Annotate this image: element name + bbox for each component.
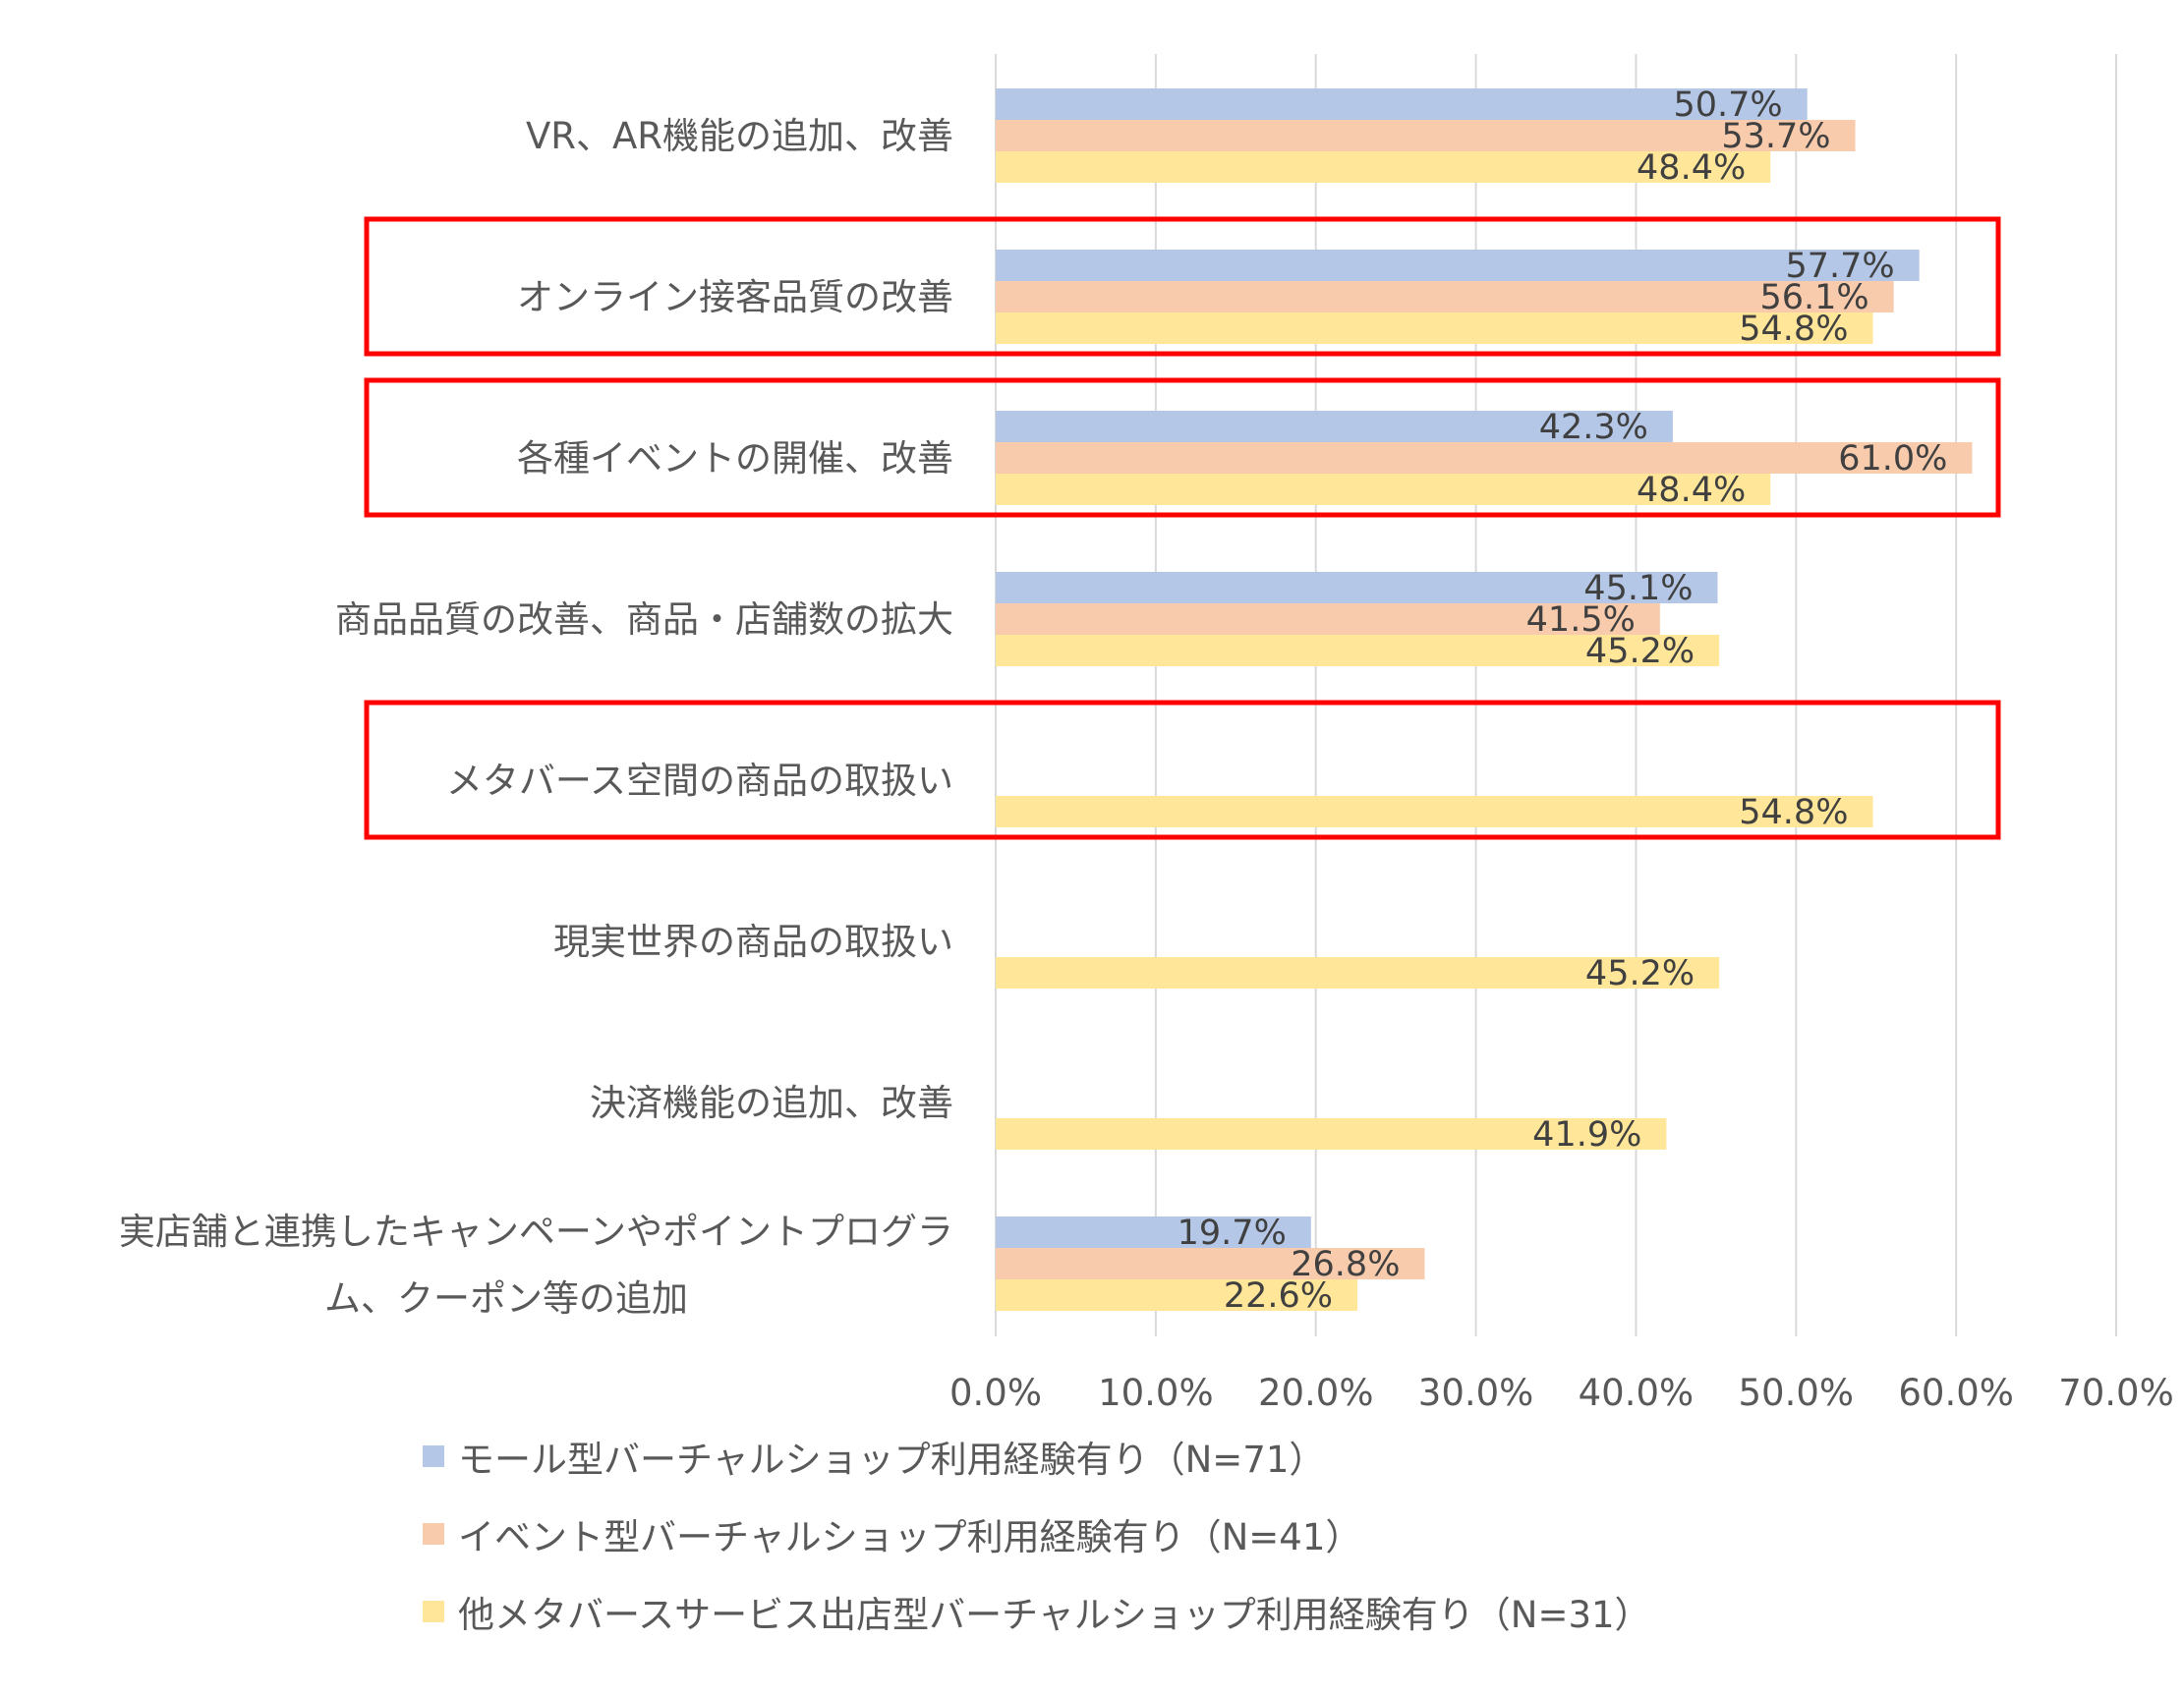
category-label: 各種イベントの開催、改善 [517, 437, 953, 480]
legend-item: イベント型バーチャルショップ利用経験有り（N=41） [423, 1512, 1651, 1558]
bar [996, 796, 1873, 827]
data-label: 53.7% [1721, 117, 1830, 156]
highlight-box [364, 377, 2001, 518]
x-tick-label: 50.0% [1739, 1372, 1855, 1414]
bar [996, 572, 1718, 603]
bar [996, 603, 1660, 635]
bar [996, 88, 1808, 120]
category-label: 現実世界の商品の取扱い [553, 921, 953, 963]
legend-label: 他メタバースサービス出店型バーチャルショップ利用経験有り（N=31） [458, 1594, 1651, 1636]
legend-swatch [423, 1523, 444, 1545]
data-label: 41.5% [1526, 600, 1636, 640]
bar [996, 151, 1771, 183]
category-label: 決済機能の追加、改善 [590, 1082, 953, 1124]
x-tick-label: 60.0% [1898, 1372, 2014, 1414]
bar [996, 957, 1720, 989]
bar [996, 411, 1673, 442]
data-label: 41.9% [1532, 1115, 1641, 1155]
legend-label: モール型バーチャルショップ利用経験有り（N=71） [458, 1439, 1326, 1481]
category-label: オンライン接客品質の改善 [517, 276, 953, 318]
legend-item: 他メタバースサービス出店型バーチャルショップ利用経験有り（N=31） [423, 1590, 1651, 1636]
bar [996, 1118, 1667, 1150]
data-label: 56.1% [1759, 278, 1868, 317]
category-label: VR、AR機能の追加、改善 [526, 115, 953, 157]
bar [996, 442, 1973, 474]
legend-swatch [423, 1445, 444, 1467]
bar [996, 250, 1920, 281]
bar [996, 1216, 1311, 1248]
data-label: 48.4% [1637, 148, 1746, 188]
data-label: 19.7% [1178, 1214, 1287, 1253]
x-tick-label: 0.0% [949, 1372, 1042, 1414]
data-label: 50.7% [1673, 85, 1782, 125]
bar [996, 120, 1856, 151]
data-label: 61.0% [1838, 439, 1947, 479]
data-label: 26.8% [1291, 1245, 1400, 1284]
legend-item: モール型バーチャルショップ利用経験有り（N=71） [423, 1435, 1651, 1481]
bar [996, 635, 1720, 666]
x-tick-label: 70.0% [2058, 1372, 2174, 1414]
data-label: 42.3% [1539, 408, 1648, 447]
data-label: 54.8% [1739, 310, 1848, 349]
bar [996, 281, 1894, 312]
chart-legend: モール型バーチャルショップ利用経験有り（N=71） イベント型バーチャルショップ利… [423, 1435, 1651, 1668]
data-label: 45.2% [1585, 632, 1695, 671]
x-tick-label: 10.0% [1098, 1372, 1214, 1414]
data-label: 57.7% [1785, 247, 1894, 286]
legend-swatch [423, 1601, 444, 1622]
x-tick-label: 20.0% [1258, 1372, 1374, 1414]
highlight-box [364, 700, 2001, 840]
category-label: ム、クーポン等の追加 [324, 1277, 688, 1320]
data-label: 54.8% [1739, 793, 1848, 832]
category-label: 商品品質の改善、商品・店舗数の拡大 [335, 598, 953, 641]
bar [996, 1279, 1358, 1311]
category-label: メタバース空間の商品の取扱い [446, 760, 953, 802]
bar [996, 312, 1873, 344]
x-tick-label: 40.0% [1579, 1372, 1695, 1414]
data-label: 22.6% [1224, 1276, 1333, 1316]
data-label: 45.2% [1585, 954, 1695, 993]
legend-label: イベント型バーチャルショップ利用経験有り（N=41） [458, 1516, 1362, 1558]
data-label: 48.4% [1637, 471, 1746, 510]
bar-chart: 0.0% 10.0% 20.0% 30.0% 40.0% 50.0% 60.0% 70.0% 5… [119, 54, 2174, 1414]
category-label: 実店舗と連携したキャンペーンやポイントプログラ [119, 1211, 953, 1253]
x-tick-label: 30.0% [1418, 1372, 1534, 1414]
highlight-box [364, 216, 2001, 357]
bar [996, 474, 1771, 505]
bar [996, 1248, 1425, 1279]
data-label: 45.1% [1583, 569, 1693, 608]
